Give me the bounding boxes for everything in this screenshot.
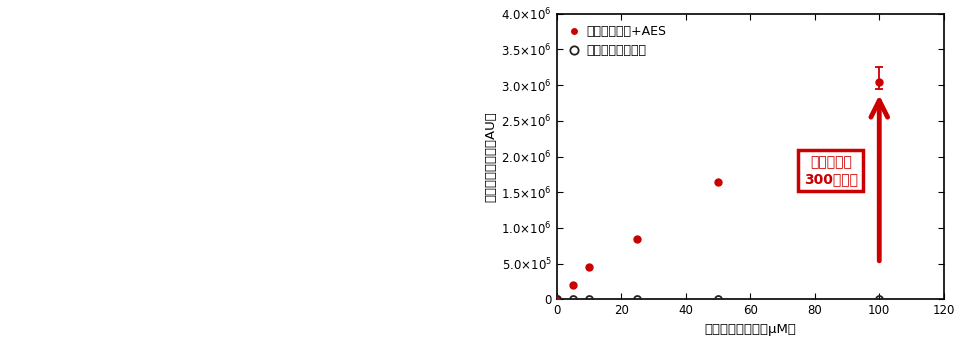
- Legend: ミオグロビン+AES, ミオグロビンのみ: ミオグロビン+AES, ミオグロビンのみ: [562, 20, 672, 62]
- X-axis label: ルミノール濃度（μM）: ルミノール濃度（μM）: [705, 323, 796, 336]
- Y-axis label: 発光シグナル値（AU）: 発光シグナル値（AU）: [484, 111, 498, 202]
- Text: シグナルが
300倍増加: シグナルが 300倍増加: [803, 156, 858, 186]
